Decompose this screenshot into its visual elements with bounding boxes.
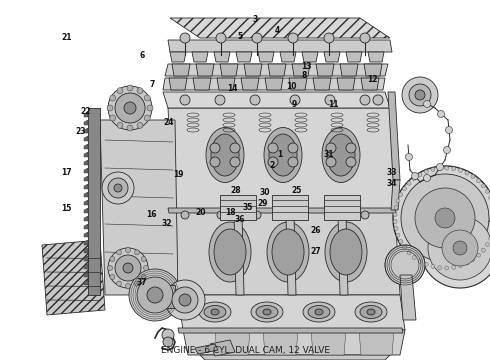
Circle shape: [346, 157, 356, 167]
Polygon shape: [84, 224, 88, 229]
Circle shape: [412, 172, 418, 180]
Circle shape: [107, 266, 113, 270]
Circle shape: [124, 102, 136, 114]
Circle shape: [288, 143, 298, 153]
Circle shape: [412, 177, 416, 181]
Polygon shape: [289, 78, 307, 90]
Circle shape: [452, 167, 456, 171]
Polygon shape: [84, 200, 88, 205]
Polygon shape: [196, 64, 214, 76]
Circle shape: [459, 264, 463, 267]
Circle shape: [179, 294, 191, 306]
Polygon shape: [234, 215, 244, 295]
Circle shape: [399, 193, 403, 197]
Circle shape: [114, 184, 122, 192]
Text: 9: 9: [292, 100, 296, 109]
Polygon shape: [391, 180, 400, 210]
Circle shape: [396, 233, 400, 237]
Circle shape: [147, 287, 163, 303]
Polygon shape: [84, 112, 88, 117]
Ellipse shape: [355, 302, 387, 322]
Circle shape: [459, 168, 463, 172]
Polygon shape: [178, 328, 403, 333]
Polygon shape: [170, 18, 390, 38]
Circle shape: [393, 166, 490, 270]
Circle shape: [431, 167, 435, 171]
Circle shape: [108, 178, 128, 198]
Polygon shape: [263, 330, 298, 355]
Text: 35: 35: [242, 202, 253, 211]
Text: 30: 30: [259, 188, 270, 197]
Circle shape: [115, 93, 145, 123]
Polygon shape: [316, 64, 334, 76]
Polygon shape: [292, 64, 310, 76]
Text: 25: 25: [291, 186, 302, 195]
Ellipse shape: [209, 222, 251, 282]
Polygon shape: [346, 52, 362, 62]
Circle shape: [162, 329, 174, 341]
Polygon shape: [84, 176, 88, 181]
Text: 26: 26: [311, 226, 321, 235]
Circle shape: [137, 122, 143, 128]
Ellipse shape: [206, 127, 244, 183]
Polygon shape: [84, 136, 88, 141]
Polygon shape: [214, 52, 230, 62]
Polygon shape: [272, 195, 308, 220]
Polygon shape: [173, 210, 400, 295]
Circle shape: [452, 265, 456, 269]
Circle shape: [250, 95, 260, 105]
Circle shape: [445, 126, 452, 134]
Circle shape: [393, 212, 397, 216]
Circle shape: [216, 33, 226, 43]
Polygon shape: [258, 52, 274, 62]
Polygon shape: [302, 52, 318, 62]
Polygon shape: [359, 330, 394, 355]
Circle shape: [423, 100, 431, 108]
Circle shape: [210, 157, 220, 167]
Circle shape: [141, 256, 146, 261]
Ellipse shape: [315, 309, 323, 315]
Circle shape: [431, 265, 435, 269]
Circle shape: [117, 250, 122, 255]
Polygon shape: [324, 195, 360, 220]
Circle shape: [108, 248, 148, 288]
Circle shape: [435, 208, 455, 228]
Circle shape: [180, 95, 190, 105]
Ellipse shape: [327, 134, 355, 176]
Circle shape: [465, 261, 469, 265]
Polygon shape: [178, 295, 405, 330]
Text: 14: 14: [227, 84, 238, 93]
Polygon shape: [84, 168, 88, 173]
Polygon shape: [170, 52, 186, 62]
Circle shape: [393, 220, 397, 224]
Text: 10: 10: [286, 82, 297, 91]
Polygon shape: [215, 330, 250, 355]
Circle shape: [481, 184, 485, 188]
Circle shape: [110, 274, 115, 279]
Circle shape: [437, 163, 443, 171]
Circle shape: [127, 125, 133, 131]
Circle shape: [394, 206, 398, 210]
Circle shape: [476, 253, 481, 257]
Polygon shape: [158, 285, 175, 308]
Ellipse shape: [303, 302, 335, 322]
Circle shape: [346, 143, 356, 153]
Text: 11: 11: [328, 100, 339, 109]
Ellipse shape: [269, 134, 297, 176]
Text: 7: 7: [149, 80, 154, 89]
Circle shape: [438, 111, 444, 117]
Polygon shape: [84, 264, 88, 269]
Text: 4: 4: [274, 26, 279, 35]
Polygon shape: [280, 52, 296, 62]
Text: 3: 3: [252, 15, 257, 24]
Polygon shape: [368, 52, 384, 62]
Ellipse shape: [256, 306, 278, 319]
Polygon shape: [84, 160, 88, 165]
Circle shape: [360, 33, 370, 43]
Circle shape: [145, 95, 150, 101]
Polygon shape: [364, 64, 382, 76]
Circle shape: [217, 211, 225, 219]
Circle shape: [110, 256, 115, 261]
Text: 8: 8: [301, 71, 306, 80]
